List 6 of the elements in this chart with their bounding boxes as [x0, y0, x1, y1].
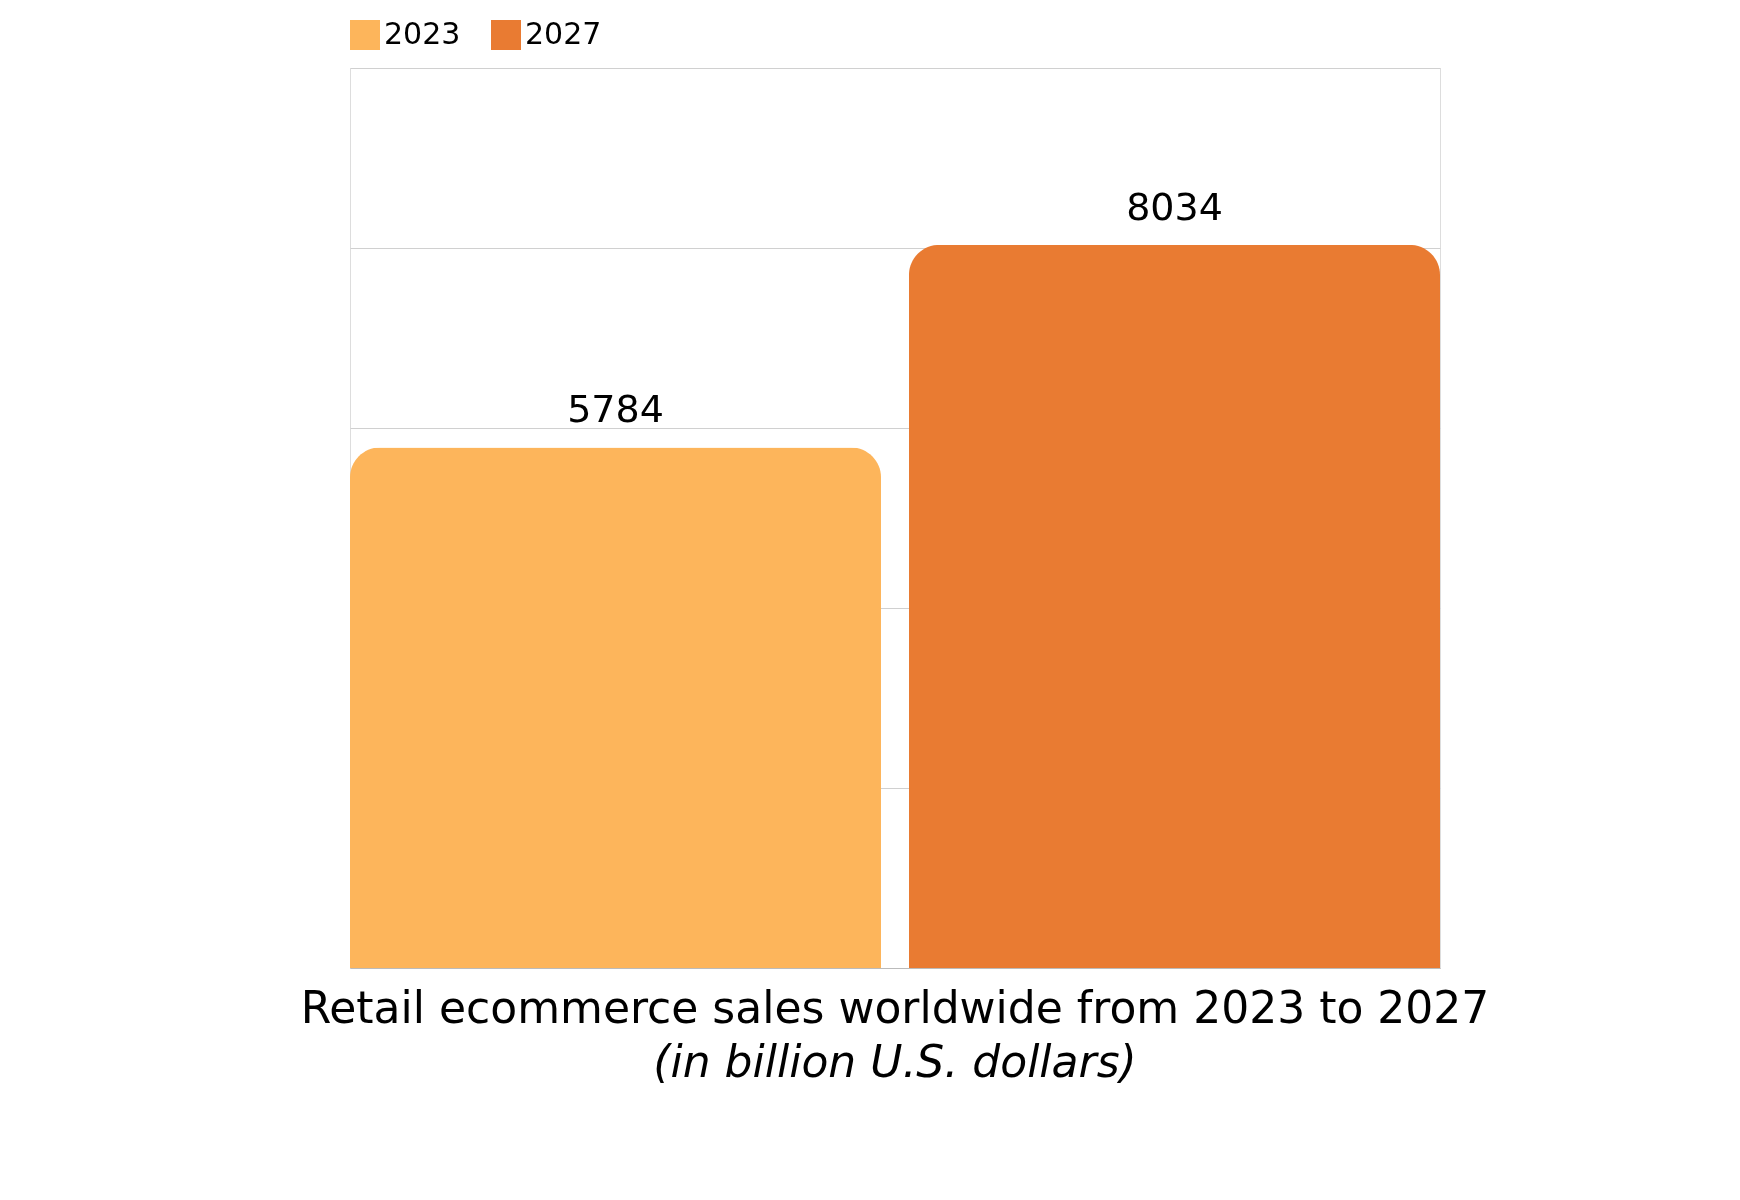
legend-label: 2027: [525, 16, 602, 51]
text: (in billion U.S. dollars): [653, 1036, 1137, 1087]
text: Retail ecommerce sales worldwide from 2023 to 2027: [300, 982, 1490, 1033]
data-label: 5784: [567, 387, 664, 432]
data-label: 8034: [1126, 184, 1223, 229]
legend-label: 2023: [384, 16, 461, 51]
